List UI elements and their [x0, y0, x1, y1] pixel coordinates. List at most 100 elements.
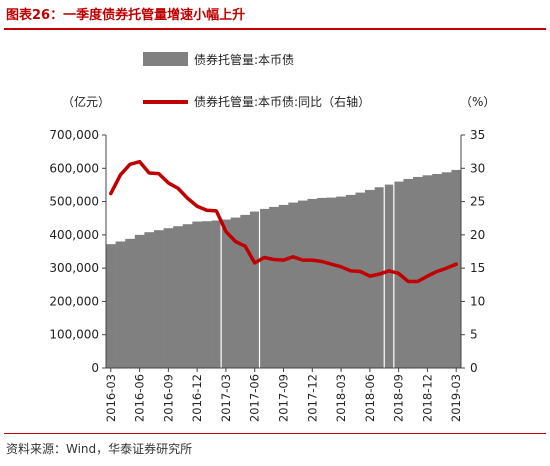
yoy-point	[234, 240, 237, 243]
bar	[240, 214, 251, 368]
right-tick-label: 5	[470, 328, 478, 342]
yoy-point	[205, 209, 208, 212]
bar	[144, 232, 155, 368]
yoy-point	[301, 259, 304, 261]
title-divider	[4, 28, 546, 30]
bar	[182, 224, 193, 368]
bar	[422, 175, 433, 368]
bar	[115, 241, 126, 368]
yoy-point	[407, 280, 410, 283]
yoy-point	[455, 263, 458, 265]
yoy-point	[110, 192, 112, 195]
bar	[441, 172, 452, 368]
bar	[269, 206, 279, 368]
yoy-point	[196, 205, 198, 208]
x-tick-label: 2016-06	[133, 374, 147, 422]
bar	[345, 194, 356, 368]
bar	[259, 208, 270, 368]
x-tick-label: 2018-03	[334, 374, 348, 422]
legend-bar-label: 债券托管量:本币债	[194, 52, 294, 67]
bar	[403, 178, 414, 368]
yoy-point	[311, 259, 314, 261]
yoy-point	[138, 160, 141, 163]
yoy-point	[244, 245, 246, 247]
bar	[297, 200, 308, 368]
right-tick-label: 35	[470, 128, 485, 142]
yoy-point	[321, 260, 323, 263]
chart-title: 图表26：一季度债券托管量增速小幅上升	[6, 8, 246, 23]
yoy-point	[330, 263, 333, 265]
yoy-point	[397, 272, 400, 275]
bar	[106, 244, 116, 368]
yoy-point	[129, 163, 131, 166]
left-tick-label: 100,000	[49, 328, 99, 342]
bar	[413, 176, 423, 368]
bar	[201, 221, 212, 368]
yoy-point	[369, 275, 371, 277]
bar	[249, 211, 260, 368]
bar	[163, 228, 174, 368]
yoy-point	[426, 275, 429, 277]
right-tick-label: 15	[470, 261, 485, 275]
bar	[451, 169, 462, 368]
left-tick-label: 400,000	[49, 228, 99, 242]
left-tick-label: 200,000	[49, 294, 99, 308]
yoy-point	[225, 230, 227, 233]
yoy-point	[186, 197, 189, 200]
legend-bar-swatch	[143, 52, 188, 66]
x-tick-label: 2017-06	[248, 374, 262, 422]
yoy-point	[340, 266, 342, 268]
bar	[125, 238, 136, 368]
yoy-point	[349, 270, 352, 272]
left-tick-label: 300,000	[49, 261, 99, 275]
yoy-point	[436, 270, 438, 273]
right-tick-label: 0	[470, 361, 478, 375]
yoy-point	[167, 182, 170, 184]
left-tick-label: 0	[91, 361, 99, 375]
left-tick-label: 500,000	[49, 195, 99, 209]
bar	[326, 197, 337, 368]
yoy-point	[263, 256, 266, 259]
x-tick-label: 2017-09	[277, 374, 291, 422]
yoy-point	[119, 174, 122, 176]
x-tick-label: 2018-06	[363, 374, 377, 422]
bar	[317, 197, 327, 368]
bar	[192, 221, 203, 368]
yoy-point	[215, 210, 218, 212]
yoy-point	[445, 267, 448, 269]
yoy-point	[292, 256, 294, 258]
yoy-point	[157, 172, 160, 175]
source-divider	[4, 433, 546, 434]
yoy-point	[177, 187, 179, 190]
x-tick-label: 2018-12	[420, 374, 434, 422]
source-note: 资料来源：Wind，华泰证券研究所	[6, 442, 193, 456]
bar	[384, 184, 395, 368]
x-tick-label: 2016-12	[190, 374, 204, 422]
yoy-point	[417, 280, 419, 283]
bar	[278, 204, 289, 368]
yoy-point	[148, 172, 150, 174]
x-tick-label: 2017-12	[305, 374, 319, 422]
yoy-point	[253, 262, 256, 264]
yoy-point	[388, 270, 390, 272]
right-tick-label: 30	[470, 161, 485, 175]
yoy-point	[359, 270, 362, 273]
right-tick-label: 20	[470, 228, 485, 242]
right-tick-label: 25	[470, 195, 485, 209]
x-tick-label: 2017-03	[219, 374, 233, 422]
bar	[173, 226, 184, 368]
bar	[336, 196, 347, 368]
x-tick-label: 2019-03	[449, 374, 463, 422]
x-tick-label: 2016-03	[104, 374, 118, 422]
left-tick-label: 600,000	[49, 161, 99, 175]
left-axis-unit: （亿元）	[62, 94, 110, 109]
bar	[355, 192, 366, 368]
x-tick-label: 2018-09	[392, 374, 406, 422]
legend-line-label: 债券托管量:本币债:同比（右轴）	[194, 94, 370, 109]
x-tick-label: 2016-09	[161, 374, 175, 422]
bar	[288, 202, 299, 368]
bar	[153, 230, 164, 368]
bar	[374, 187, 385, 368]
bar	[211, 220, 222, 368]
